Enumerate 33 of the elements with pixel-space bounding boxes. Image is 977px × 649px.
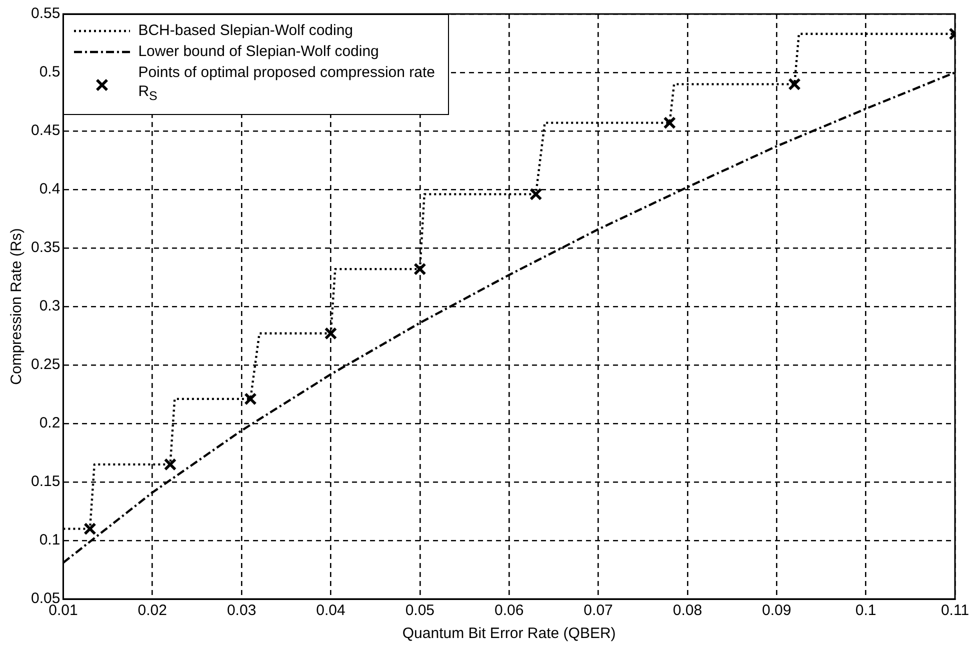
- point: [530, 188, 542, 201]
- point: [414, 262, 426, 276]
- x-tick-label: 0.11: [940, 602, 970, 620]
- point: [244, 392, 257, 406]
- legend-label: Points of optimal proposed compression rate R$_{S}$: [138, 63, 436, 105]
- y-tick-label: 0.45: [30, 122, 60, 140]
- point: [663, 116, 676, 130]
- y-tick-label: 0.25: [30, 356, 60, 374]
- y-tick-label: 0.35: [30, 239, 60, 256]
- y-tick-label: 0.4: [39, 180, 60, 198]
- legend-label: Lower bound of Slepian-Wolf coding: [138, 42, 379, 61]
- y-tick-label: 0.2: [39, 414, 60, 432]
- point: [324, 327, 338, 340]
- y-tick-label: 0.55: [30, 5, 60, 22]
- point: [164, 458, 177, 471]
- x-tick-label: 0.06: [494, 602, 524, 620]
- y-tick-label: 0.1: [39, 532, 60, 549]
- legend-label: BCH-based Slepian-Wolf coding: [138, 21, 354, 40]
- point: [788, 78, 801, 91]
- x-tick-label: 0.03: [226, 602, 256, 620]
- x-tick-label: 0.04: [316, 602, 346, 620]
- x-tick-label: 0.09: [762, 602, 792, 620]
- x-tick-label: 0.08: [672, 602, 702, 620]
- x-tick-label: 0.05: [405, 602, 435, 620]
- y-tick-label: 0.15: [30, 473, 60, 490]
- x-axis-title: Quantum Bit Error Rate (QBER): [402, 625, 616, 642]
- x-tick-label: 0.02: [138, 602, 167, 620]
- y-tick-label: 0.3: [39, 298, 60, 315]
- x-tick-label: 0.1: [855, 602, 876, 620]
- y-axis-title: Compression Rate (Rs): [8, 228, 26, 385]
- point: [84, 522, 96, 536]
- x-tick-label: 0.07: [584, 602, 613, 620]
- y-tick-label: 0.5: [39, 64, 60, 81]
